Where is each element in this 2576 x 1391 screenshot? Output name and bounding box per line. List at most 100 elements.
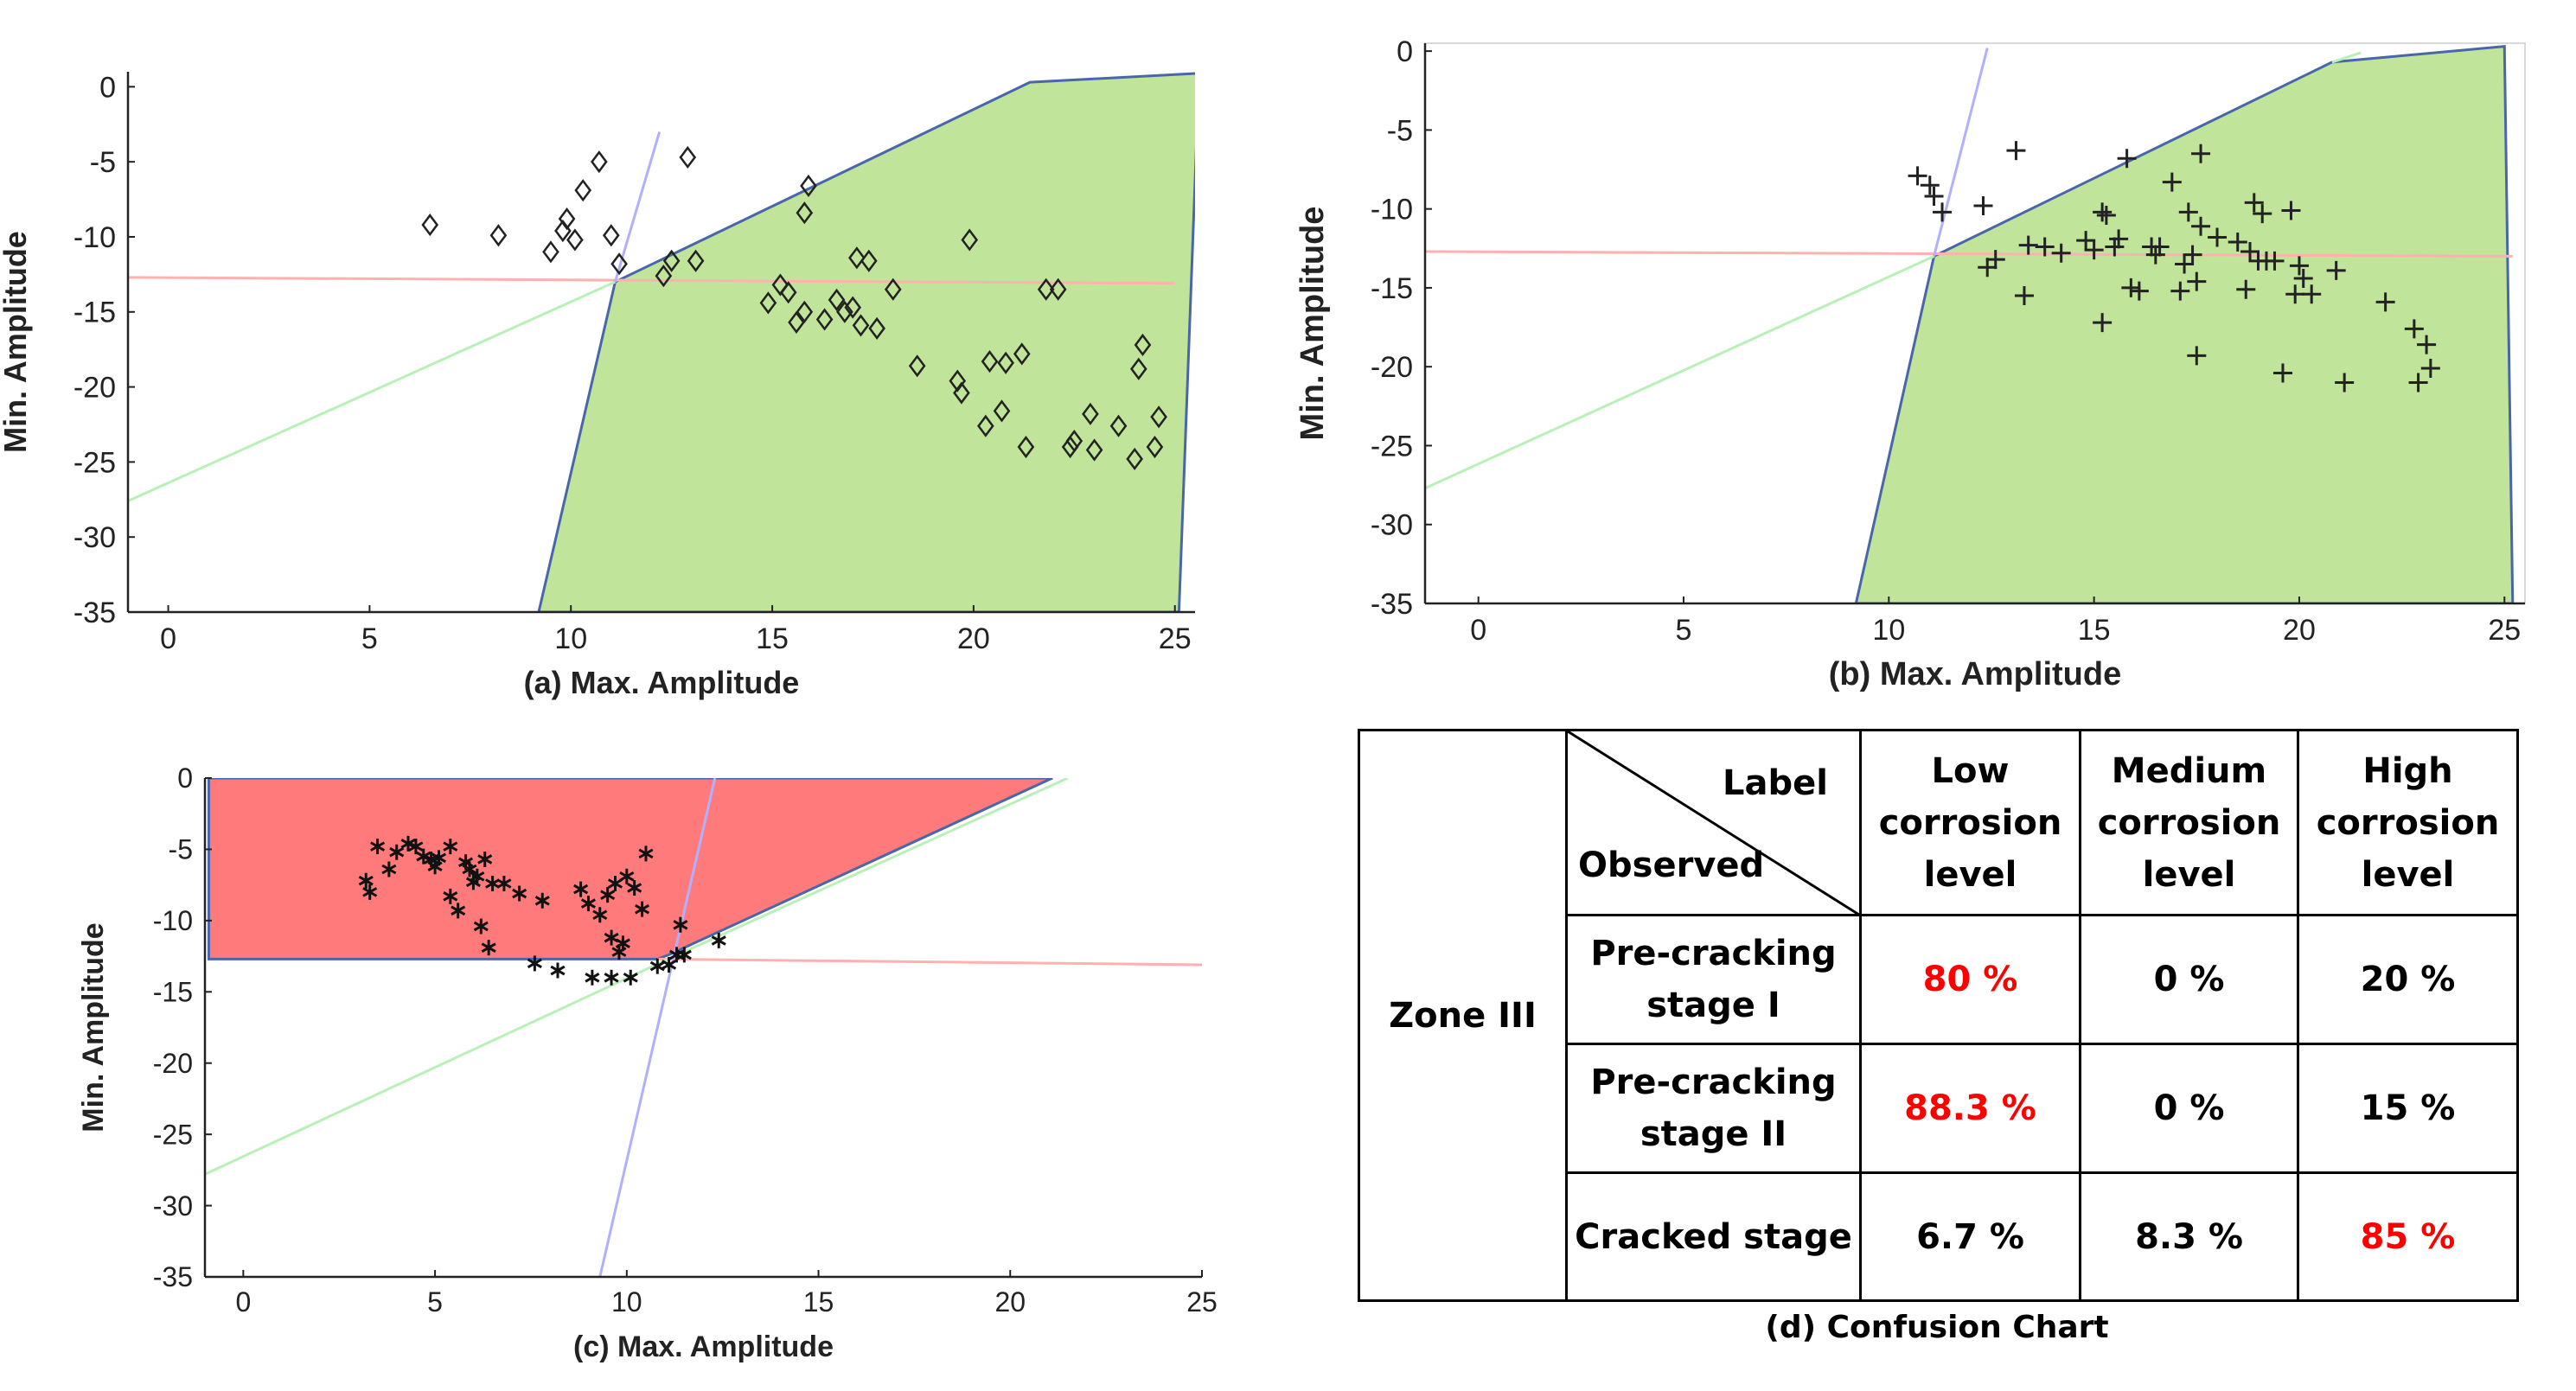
data-point (2228, 232, 2247, 252)
boundary-line (2331, 51, 2362, 64)
data-point (2272, 363, 2292, 383)
data-point (2253, 204, 2272, 224)
panel-caption-prefix: (c) (573, 1330, 617, 1363)
data-point (462, 861, 477, 877)
x-tick-label: 20 (994, 1286, 1026, 1318)
data-point (362, 884, 378, 900)
column-header-high: High corrosion level (2297, 729, 2519, 916)
panel-caption-prefix: (b) (1829, 656, 1880, 692)
data-point (759, 291, 777, 315)
y-tick-label: -10 (153, 905, 193, 936)
data-point (860, 249, 878, 272)
y-tick-label: -35 (153, 1261, 193, 1292)
data-point (2084, 240, 2104, 260)
y-tick-label: -25 (74, 446, 116, 479)
confusion-caption: (d) Confusion Chart (1765, 1310, 2109, 1345)
data-point (796, 201, 814, 225)
header-label-text: Label (1723, 763, 1828, 803)
data-point (997, 351, 1014, 374)
data-point (496, 875, 512, 891)
x-tick-label: 10 (611, 1286, 642, 1318)
data-point (2014, 286, 2034, 306)
data-point (566, 228, 584, 252)
data-point (1134, 333, 1152, 357)
data-point (2105, 237, 2125, 257)
y-tick-label: -15 (74, 297, 116, 329)
data-point (676, 947, 692, 963)
data-point (711, 932, 726, 948)
data-point (1129, 357, 1147, 380)
data-point (550, 962, 566, 979)
data-point (2191, 144, 2211, 163)
data-point (961, 228, 979, 252)
data-point (1082, 402, 1099, 425)
data-point (2109, 229, 2129, 249)
data-point (389, 844, 405, 860)
y-tick-label: -5 (1387, 114, 1413, 147)
x-axis-label: (b) Max. Amplitude (1829, 656, 2121, 692)
y-axis-label: Min. Amplitude (77, 922, 110, 1132)
row-header-stage-1: Pre-cracking stage I (1565, 914, 1862, 1045)
data-point (558, 207, 576, 231)
data-point (580, 896, 597, 912)
boundary-line (614, 131, 662, 283)
boundary-line (205, 959, 666, 1176)
data-point (1061, 435, 1079, 459)
data-point (981, 349, 999, 373)
data-point (1908, 166, 1927, 186)
data-point (771, 273, 789, 297)
data-point (2281, 201, 2301, 220)
zone-label: Zone III (1358, 729, 1568, 1302)
x-tick-label: 10 (1872, 614, 1905, 647)
data-point (868, 316, 885, 340)
data-point (1920, 175, 1940, 195)
x-axis-label-text: Max. Amplitude (1880, 656, 2121, 692)
y-tick-label: -10 (1371, 194, 1413, 227)
scatter-panel-b: 0 5 10 15 20 25 0 -5 -10 -15 -20 -25 -30 -35 (b) Max. … (1294, 35, 2526, 692)
data-point (655, 265, 673, 288)
data-point (679, 145, 697, 169)
decision-region (537, 72, 1195, 612)
data-point (2145, 245, 2165, 265)
data-point (953, 381, 970, 405)
data-point (1109, 414, 1128, 437)
data-point (1150, 405, 1167, 429)
data-point (662, 956, 677, 973)
boundary-line (1933, 48, 1989, 257)
data-point (1013, 342, 1031, 366)
y-tick-label: -20 (153, 1048, 193, 1079)
data-point (573, 881, 589, 897)
x-axis-label: (a) Max. Amplitude (524, 665, 800, 700)
x-tick-label: 25 (1186, 1286, 1218, 1318)
data-point (585, 969, 600, 986)
x-tick-label: 0 (1470, 614, 1486, 647)
boundary-line (1425, 255, 1935, 490)
scatter-panel-a: 0 5 10 15 20 25 0 -5 -10 -15 -20 -25 -30 -35 (a) Max. … (0, 71, 1195, 700)
data-point (2191, 216, 2211, 236)
header-observed-text: Observed (1578, 845, 1765, 885)
y-axis-label: Min. Amplitude (0, 231, 33, 453)
x-tick-label: 25 (1159, 622, 1192, 655)
data-point (600, 887, 616, 903)
data-point (431, 850, 447, 866)
data-point (2417, 335, 2437, 354)
boundary-line (128, 280, 617, 502)
y-tick-label: -5 (169, 834, 193, 865)
data-point (574, 179, 592, 202)
data-point (2183, 245, 2202, 265)
data-point (638, 845, 654, 862)
data-point (2150, 237, 2170, 257)
data-point (2265, 251, 2285, 271)
cell-stage2-high: 15 % (2297, 1043, 2519, 1174)
x-tick-label: 5 (361, 622, 378, 655)
data-point (473, 918, 489, 935)
data-point (381, 861, 397, 877)
data-point (408, 839, 424, 855)
y-tick-label: -20 (74, 371, 116, 404)
data-point (779, 281, 797, 304)
data-point (2240, 241, 2260, 261)
y-tick-label: -5 (90, 146, 116, 179)
data-point (1085, 438, 1103, 462)
data-point (2018, 235, 2038, 255)
data-point (1049, 278, 1067, 301)
